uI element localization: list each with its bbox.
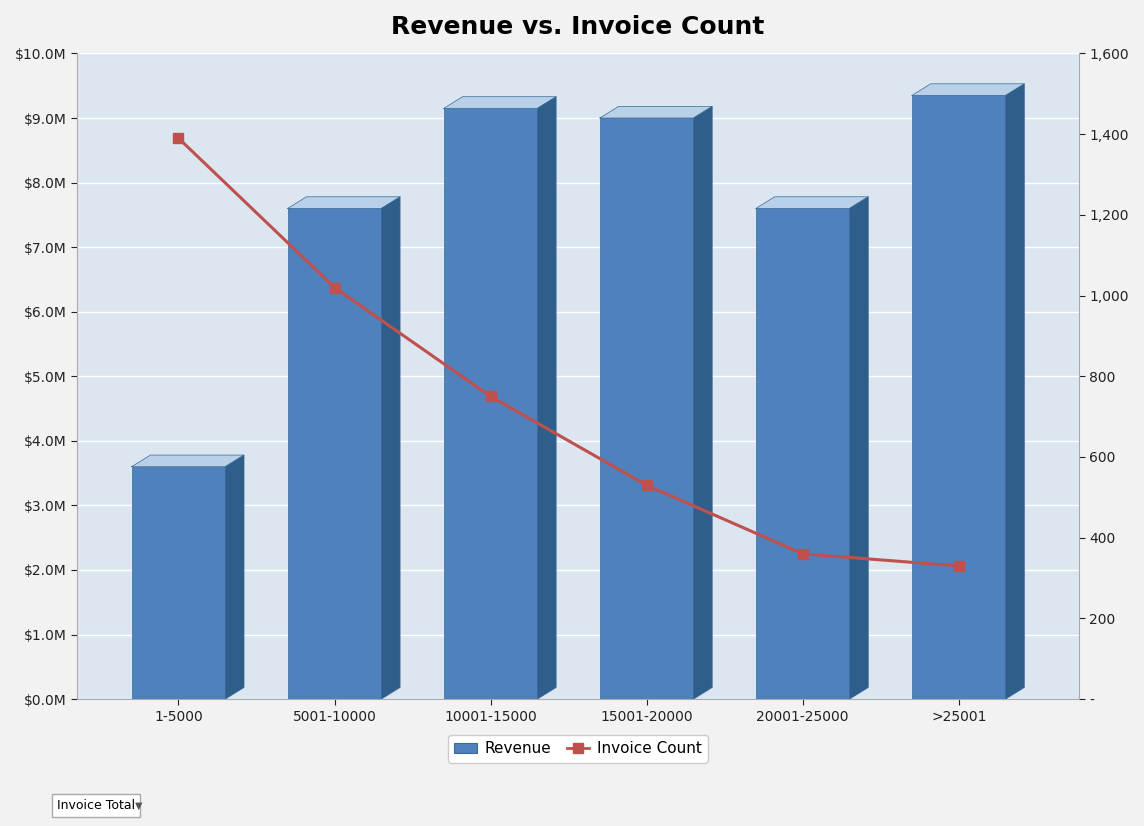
Polygon shape <box>381 197 400 699</box>
Legend: Revenue, Invoice Count: Revenue, Invoice Count <box>448 735 708 762</box>
Title: Revenue vs. Invoice Count: Revenue vs. Invoice Count <box>391 15 764 39</box>
Bar <box>599 118 693 699</box>
Polygon shape <box>288 197 400 208</box>
Polygon shape <box>132 455 244 467</box>
Bar <box>756 208 850 699</box>
Bar <box>288 208 381 699</box>
Polygon shape <box>693 107 713 699</box>
Polygon shape <box>912 83 1024 96</box>
Polygon shape <box>538 97 556 699</box>
Bar <box>444 108 538 699</box>
Polygon shape <box>850 197 868 699</box>
Bar <box>912 96 1006 699</box>
Polygon shape <box>599 107 713 118</box>
Text: ▼: ▼ <box>135 800 143 810</box>
Bar <box>132 467 225 699</box>
Polygon shape <box>1006 83 1024 699</box>
Polygon shape <box>225 455 244 699</box>
Polygon shape <box>756 197 868 208</box>
Text: Invoice Total: Invoice Total <box>57 799 135 812</box>
Polygon shape <box>444 97 556 108</box>
